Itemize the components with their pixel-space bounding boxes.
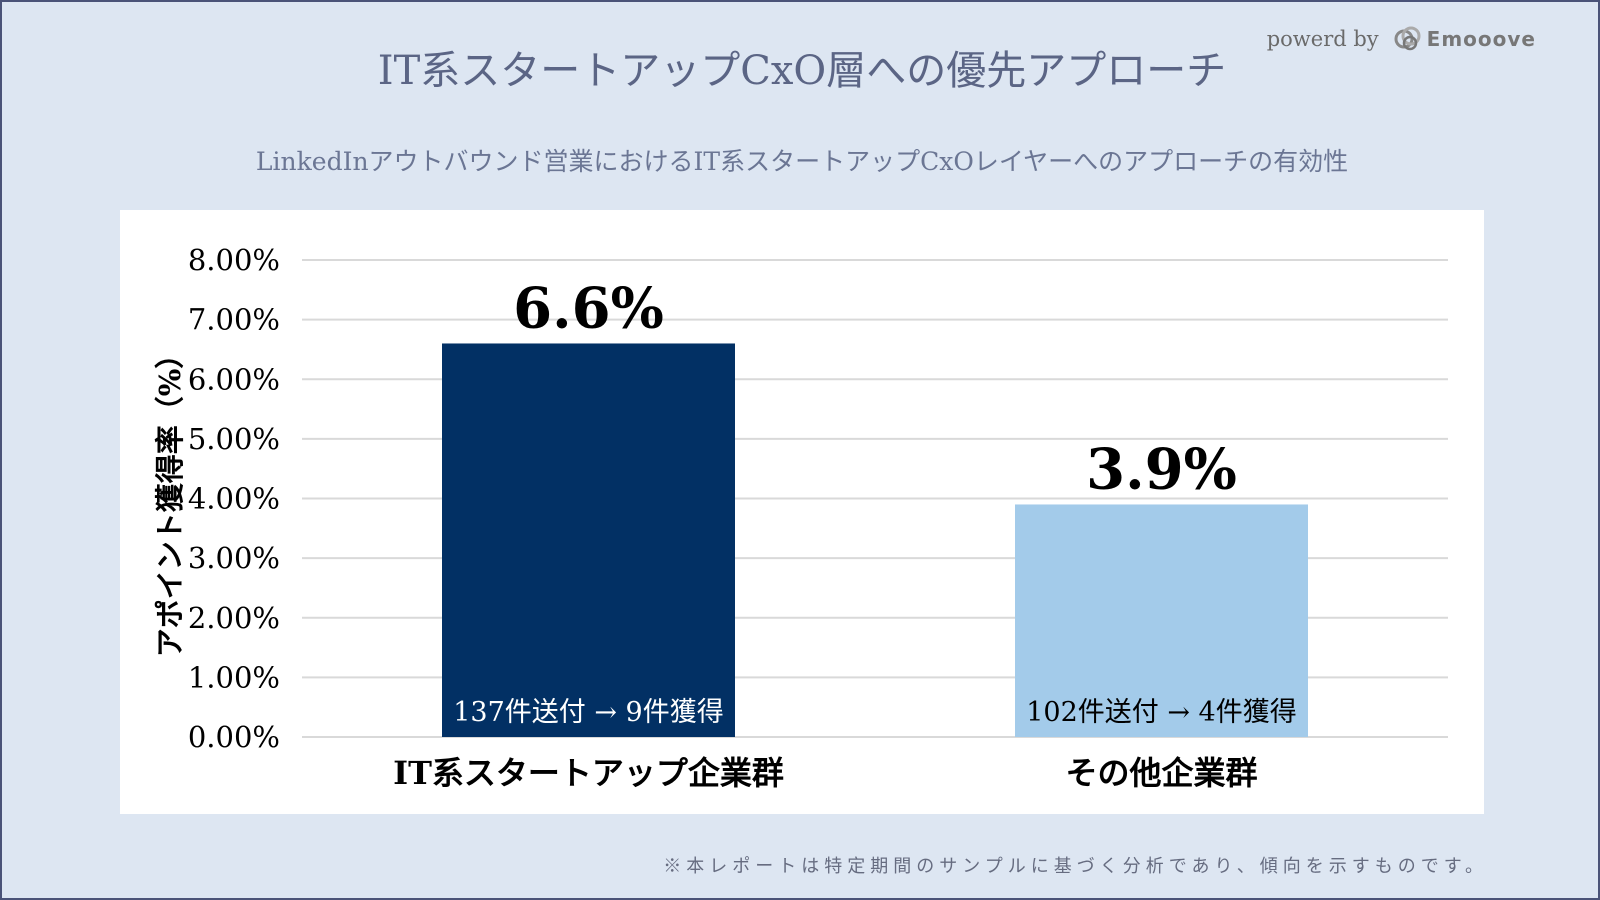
powered-by: powerd by Emooove <box>1267 26 1536 52</box>
y-axis-label: アポイント獲得率（%） <box>153 340 187 658</box>
y-tick-label: 2.00% <box>188 601 280 635</box>
y-tick-label: 3.00% <box>188 541 280 575</box>
logo-text: Emooove <box>1426 27 1536 51</box>
y-tick-label: 0.00% <box>188 720 280 754</box>
bar-annotation: 137件送付 → 9件獲得 <box>453 697 724 728</box>
bar-chart: 0.00% 1.00% 2.00% 3.00% 4.00% 5.00% 6.00% 7.00%… <box>153 243 1448 792</box>
bar <box>442 343 735 737</box>
bar-annotation: 102件送付 → 4件獲得 <box>1026 697 1297 728</box>
y-tick-label: 4.00% <box>188 482 280 516</box>
page-title: IT系スタートアップCxO層への優先アプローチ <box>377 48 1227 94</box>
y-tick-label: 5.00% <box>188 422 280 456</box>
bar <box>1015 504 1308 737</box>
footnote: ※本レポートは特定期間のサンプルに基づく分析であり、傾向を示すものです。 <box>663 856 1488 877</box>
y-tick-label: 6.00% <box>188 362 280 396</box>
data-label: 3.9% <box>1086 436 1237 502</box>
y-tick-label: 1.00% <box>188 660 280 694</box>
powered-by-label: powerd by <box>1266 27 1379 51</box>
chart-card: 0.00% 1.00% 2.00% 3.00% 4.00% 5.00% 6.00% 7.00%… <box>120 210 1484 814</box>
y-tick-label: 7.00% <box>188 303 280 337</box>
subtitle: LinkedInアウトバウンド営業におけるIT系スタートアップCxOレイヤーへの… <box>255 147 1349 176</box>
data-label: 6.6% <box>513 275 664 341</box>
x-tick-label: その他企業群 <box>1065 754 1257 792</box>
logo-rings-icon <box>1394 26 1421 51</box>
x-tick-label: IT系スタートアップ企業群 <box>393 754 784 792</box>
emooove-logo: Emooove <box>1393 26 1536 52</box>
y-tick-label: 8.00% <box>188 243 280 277</box>
